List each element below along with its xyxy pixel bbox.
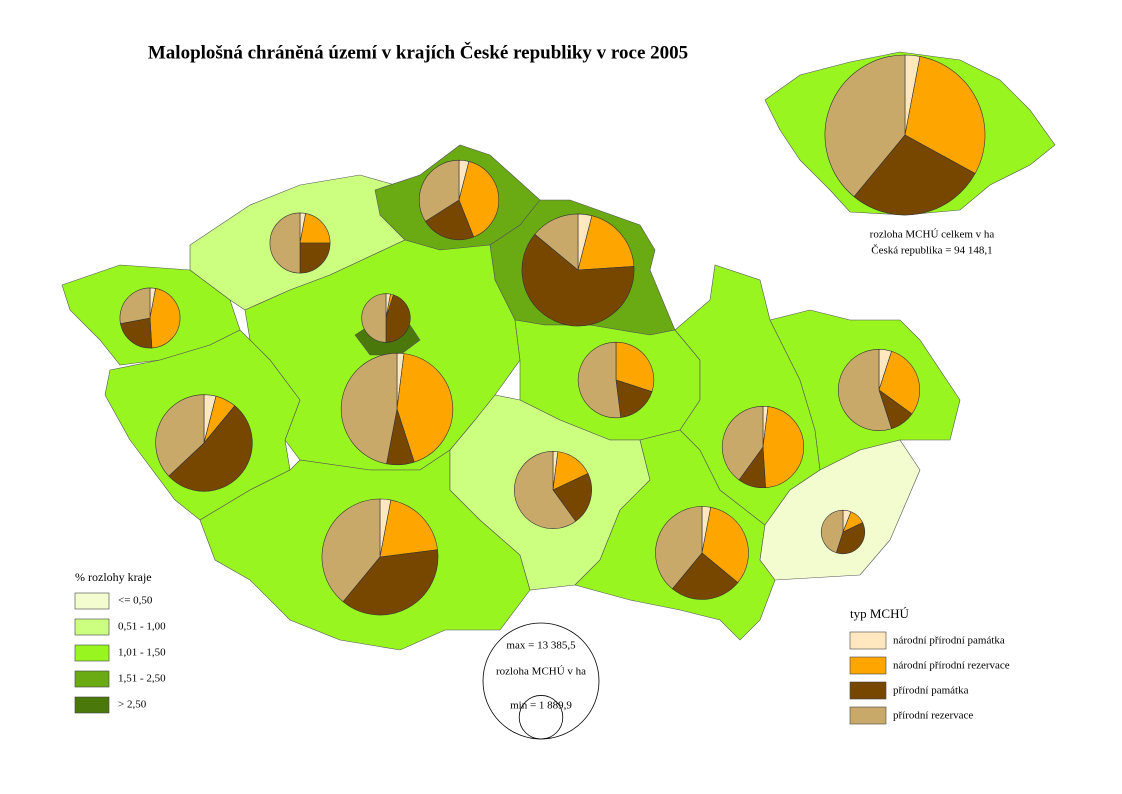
pie-slice: [853, 134, 976, 216]
region: [759, 439, 921, 581]
pie-slice: [824, 54, 906, 198]
pie-slice: [835, 522, 866, 555]
pie-slice: [521, 233, 635, 327]
legend-swatch: [74, 670, 110, 688]
pie-slice: [299, 242, 331, 274]
legend-swatch: [849, 631, 887, 650]
pie-slice: [149, 288, 181, 349]
class-legend-title: % rozlohy kraje: [75, 570, 152, 584]
legend-label: přírodní památka: [893, 685, 969, 697]
cr-pie-label: rozloha MCHÚ celkem v ha: [870, 229, 995, 241]
pie-slice: [820, 509, 844, 554]
pie-slice: [577, 215, 635, 271]
pie-slice: [514, 451, 577, 529]
pie-slice: [552, 473, 592, 522]
legend-label: > 2,50: [118, 699, 147, 711]
legend-label: přírodní rezervace: [893, 710, 973, 722]
size-legend-min: min = 1 889,9: [510, 700, 572, 712]
size-legend-circle: [518, 695, 564, 740]
size-legend-max: max = 13 385,5: [506, 640, 576, 652]
size-legend-label: rozloha MCHÚ v ha: [496, 666, 586, 678]
pie-slice: [321, 498, 381, 603]
legend-label: 1,01 - 1,50: [118, 647, 166, 659]
pie-slice: [418, 159, 460, 222]
pie-slice: [119, 287, 151, 324]
legend-label: 0,51 - 1,00: [118, 621, 166, 633]
pie-slice: [878, 350, 921, 415]
pie-slice: [299, 213, 331, 244]
legend-swatch: [74, 696, 110, 714]
pie-slice: [655, 506, 703, 590]
pie-slice: [722, 405, 764, 481]
pie-slice: [615, 341, 655, 393]
legend-swatch: [74, 618, 110, 636]
pie-slice: [379, 499, 438, 558]
pie-slice: [361, 293, 387, 343]
pie-slice: [424, 199, 475, 241]
pie-slice: [396, 353, 454, 463]
pie-slice: [837, 348, 892, 431]
legend-label: <= 0,50: [118, 595, 153, 607]
legend-label: národní přírodní rezervace: [893, 660, 1010, 672]
legend-swatch: [74, 644, 110, 662]
map-title: Maloplošná chráněná území v krajích Česk…: [148, 41, 688, 63]
pie-slice: [340, 352, 398, 465]
pie-slice: [762, 406, 805, 488]
pie-slice: [458, 161, 500, 238]
pie-slice: [534, 213, 579, 271]
legend-swatch: [849, 706, 887, 725]
legend-label: národní přírodní památka: [893, 635, 1005, 647]
pie-slice: [904, 56, 986, 174]
legend-swatch: [849, 656, 887, 675]
legend-swatch: [849, 681, 887, 700]
pie-slice: [269, 212, 301, 274]
legend-swatch: [74, 592, 110, 610]
pie-slice: [168, 405, 253, 492]
pie-slice: [671, 552, 739, 600]
pie-slice: [701, 506, 749, 584]
pie-slice: [342, 549, 439, 616]
pie-slice: [615, 379, 653, 418]
type-legend-title: typ MCHÚ: [850, 606, 909, 621]
pie-slice: [120, 317, 153, 349]
pie-slice: [577, 341, 622, 419]
cr-pie-total: Česká republika = 94 148,1: [871, 245, 992, 257]
pie-slice: [155, 394, 205, 477]
legend-label: 1,51 - 2,50: [118, 673, 166, 685]
pie-slice: [385, 294, 411, 343]
